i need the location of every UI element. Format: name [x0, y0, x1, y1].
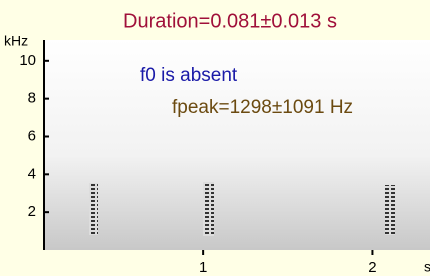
- y-axis-label: kHz: [4, 33, 28, 49]
- x-tick-label: 2: [368, 259, 376, 276]
- annotation: f0 is absent: [140, 65, 238, 86]
- sound-burst: [385, 185, 395, 235]
- x-tick-label: 1: [199, 259, 207, 276]
- y-tick-label: 6: [28, 127, 36, 144]
- y-tick-label: 8: [28, 90, 36, 107]
- annotation: fpeak=1298±1091 Hz: [172, 97, 353, 118]
- y-tick-label: 10: [19, 52, 36, 69]
- y-tick-label: 4: [28, 165, 36, 182]
- chart-title: Duration=0.081±0.013 s: [123, 10, 337, 32]
- chart: Duration=0.081±0.013 s f0 is absent fpea…: [0, 0, 430, 276]
- y-tick-label: 2: [28, 203, 36, 220]
- sound-burst: [89, 183, 98, 235]
- sound-burst: [203, 182, 214, 236]
- x-axis-label: s: [424, 259, 430, 275]
